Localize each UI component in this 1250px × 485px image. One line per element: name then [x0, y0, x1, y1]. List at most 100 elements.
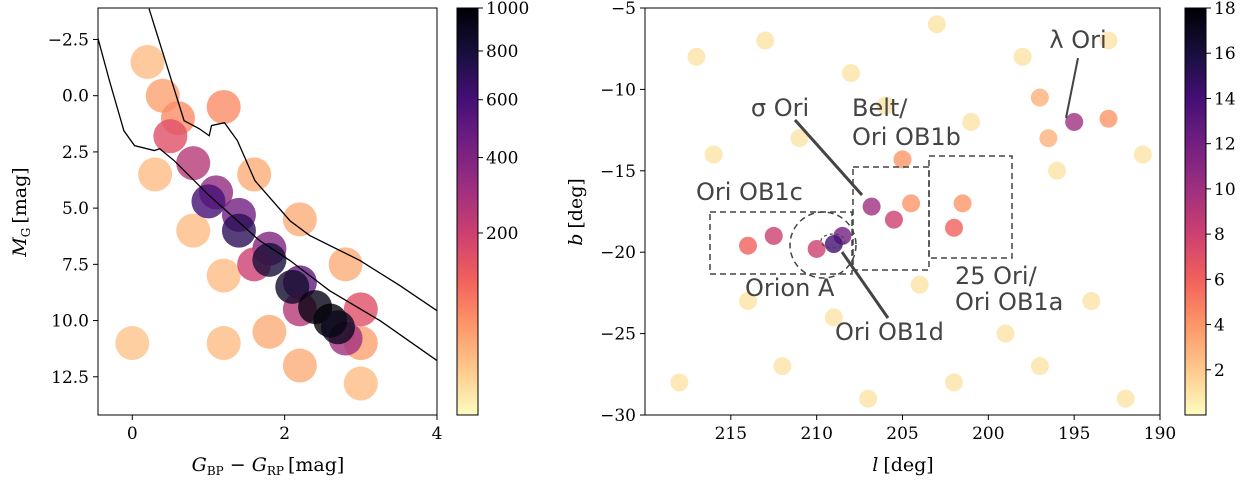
density-cell — [176, 146, 211, 181]
density-cell — [1013, 47, 1032, 66]
y-tick-label: −20 — [600, 243, 636, 263]
colorbar-tick-label: 16 — [1214, 44, 1236, 64]
colorbar-tick-label: 14 — [1214, 89, 1236, 109]
density-cell — [221, 213, 256, 248]
density-cell — [739, 292, 757, 311]
boundary-line — [148, 8, 437, 312]
density-cell — [206, 89, 241, 124]
colorbar-tick-label: 8 — [1214, 225, 1225, 245]
y-tick-label: 2.5 — [62, 143, 89, 163]
density-cell — [739, 236, 757, 255]
pointer — [1065, 57, 1079, 119]
density-cell — [153, 119, 188, 154]
colorbar — [456, 7, 479, 416]
density-cell — [953, 194, 972, 213]
x-tick-label: 190 — [1144, 424, 1176, 444]
plot-frame — [97, 7, 438, 416]
density-cell — [927, 15, 946, 34]
density-cell — [996, 324, 1015, 343]
y-tick-label: −15 — [600, 162, 636, 182]
density-cell — [902, 194, 921, 213]
sky-panel: 215 210 205 200 195 190 −30 −25 −20 −15 −10 −5 2 4 6 8 1… — [600, 0, 1236, 444]
y-tick-label: 12.5 — [51, 368, 89, 388]
y-tick-label: −25 — [600, 325, 636, 345]
density-cell — [282, 348, 317, 383]
x-tick-label: 195 — [1058, 424, 1090, 444]
density-cell — [115, 326, 150, 361]
y-tick-label: −30 — [600, 406, 636, 426]
x-axis-label: GBP − GRP [mag] — [192, 454, 345, 478]
density-cell — [945, 218, 963, 237]
density-cell — [704, 145, 723, 164]
colorbar — [1184, 7, 1207, 416]
y-axis-label: MG[mag] — [9, 167, 33, 257]
annotation-shapes — [709, 57, 1079, 319]
colorbar-tick-label: 12 — [1214, 135, 1236, 155]
density-cell — [910, 275, 929, 294]
density-cell — [252, 314, 287, 349]
density-cell — [862, 197, 881, 216]
region-box — [709, 211, 853, 275]
x-tick-label: 0 — [127, 424, 138, 444]
density-cell — [687, 47, 706, 66]
annotation: Ori OB1b — [852, 123, 961, 151]
density-cell — [1030, 88, 1049, 107]
annotation: Ori OB1a — [955, 288, 1063, 316]
annotation: σ Ori — [751, 94, 809, 122]
density-cell — [252, 242, 287, 277]
density-cell — [1133, 145, 1152, 164]
region-circle — [789, 211, 857, 279]
boundary-line — [98, 35, 437, 362]
colorbar-tick-label: 4 — [1214, 316, 1225, 336]
density-cell — [206, 258, 241, 293]
region-box — [928, 155, 1013, 259]
colorbar-tick-label: 2 — [1214, 361, 1225, 381]
x-axis-label: l [deg] — [872, 454, 933, 476]
density-cell — [1039, 129, 1058, 148]
density-cell — [824, 235, 843, 254]
density-cell — [893, 150, 912, 169]
y-tick-label: −5 — [611, 0, 636, 19]
density-cell — [328, 247, 363, 282]
density-cell — [807, 239, 826, 258]
density-cell — [206, 326, 241, 361]
density-cell — [842, 64, 860, 83]
annotation: λ Ori — [1049, 26, 1106, 54]
annotation: Belt/ — [852, 94, 908, 122]
density-cell — [764, 226, 783, 245]
y-tick-label: −10 — [600, 80, 636, 100]
density-cell — [1048, 161, 1066, 180]
density-cell — [670, 373, 689, 392]
density-cell — [1116, 389, 1135, 408]
pointer — [793, 119, 864, 196]
density-cell — [790, 129, 809, 148]
y-tick-label: 0.0 — [62, 87, 89, 107]
y-tick-label: 5.0 — [62, 199, 89, 219]
density-cell — [824, 308, 843, 327]
density-cell — [275, 269, 310, 304]
density-cell — [282, 202, 317, 237]
y-tick-label: 10.0 — [51, 312, 89, 332]
colorbar-tick-label: 200 — [486, 224, 518, 244]
cells — [670, 15, 1152, 408]
x-tick-label: 210 — [800, 424, 832, 444]
density-cell — [1065, 112, 1084, 131]
annotation: Ori OB1d — [835, 318, 944, 346]
colorbar-tick-label: 1000 — [486, 0, 529, 19]
x-tick-label: 2 — [279, 424, 290, 444]
density-cell — [962, 112, 981, 131]
colorbar-tick-label: 800 — [486, 42, 518, 62]
density-cell — [1099, 31, 1118, 50]
density-cell — [130, 44, 165, 79]
density-cell — [191, 184, 226, 219]
pointer — [840, 251, 890, 319]
density-cell — [1082, 292, 1101, 311]
colorbar-tick-label: 18 — [1214, 0, 1236, 19]
density-cell — [884, 210, 903, 229]
annotation: 25 Ori/ — [955, 262, 1038, 290]
density-cell — [138, 157, 173, 192]
cmd-panel: 0 2 4 −2.5 0.0 2.5 5.0 7.5 10.0 12.5 200 400 600 800 1… — [48, 0, 530, 444]
density-cell — [176, 213, 211, 248]
colorbar-tick-label: 10 — [1214, 180, 1236, 200]
